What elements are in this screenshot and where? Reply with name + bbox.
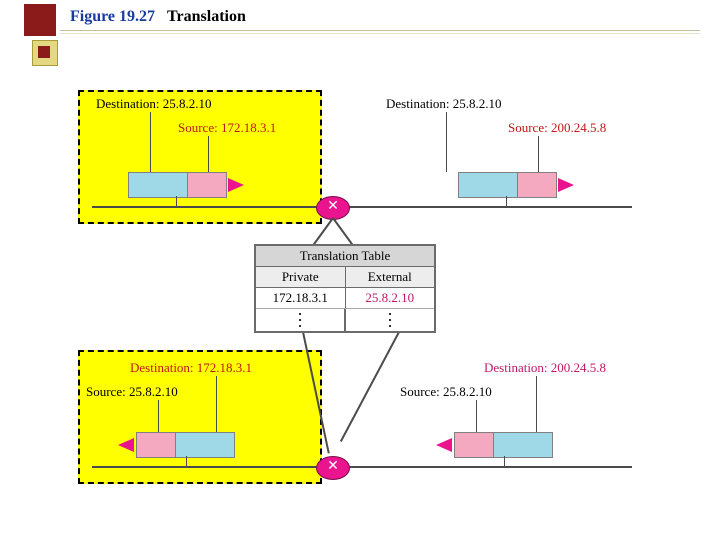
table-row-dots: ··· ···	[256, 309, 434, 331]
leader-tr-dest	[446, 112, 447, 172]
table-col-private: Private	[256, 267, 346, 287]
packet-stem-tl	[176, 196, 177, 206]
net-line-top	[92, 206, 632, 208]
src-label-bl: Source: 25.8.2.10	[86, 384, 178, 400]
packet-tl-src	[188, 172, 227, 198]
title-bullet-large	[24, 4, 56, 36]
conn-table-bottom-right	[340, 332, 400, 442]
packet-bl-dst	[175, 432, 235, 458]
packet-arrow-tr	[558, 178, 574, 192]
packet-arrow-br	[436, 438, 452, 452]
packet-stem-bl	[186, 456, 187, 466]
title-rule-2	[60, 33, 700, 34]
dest-label-tl: Destination: 25.8.2.10	[96, 96, 212, 112]
packet-tr-dst	[458, 172, 518, 198]
dest-label-br: Destination: 200.24.5.8	[484, 360, 606, 376]
title-bullet-inner	[38, 46, 50, 58]
table-col-external: External	[346, 267, 435, 287]
packet-tl-dst	[128, 172, 188, 198]
src-label-br: Source: 25.8.2.10	[400, 384, 492, 400]
packet-tl	[128, 172, 227, 198]
packet-br-src	[454, 432, 493, 458]
leader-tl-dest	[150, 112, 151, 172]
leader-bl-dest	[216, 376, 217, 432]
packet-br	[454, 432, 553, 458]
vdots-right: ···	[345, 309, 434, 331]
packet-bl	[136, 432, 235, 458]
packet-arrow-bl	[118, 438, 134, 452]
packet-stem-tr	[506, 196, 507, 206]
packet-tr	[458, 172, 557, 198]
figure-name: Translation	[167, 8, 246, 25]
table-cell-private: 172.18.3.1	[256, 288, 346, 308]
leader-br-dest	[536, 376, 537, 432]
dest-label-bl: Destination: 172.18.3.1	[130, 360, 252, 376]
router-bottom: ✕	[316, 456, 350, 480]
packet-arrow-tl	[228, 178, 244, 192]
translation-table: Translation Table Private External 172.1…	[254, 244, 436, 333]
leader-bl-src	[158, 400, 159, 432]
packet-stem-br	[504, 456, 505, 466]
leader-tl-src	[208, 136, 209, 172]
title-rule-1	[60, 30, 700, 31]
table-row: 172.18.3.1 25.8.2.10	[256, 288, 434, 309]
figure-number: Figure 19.27	[70, 8, 155, 25]
table-header: Private External	[256, 267, 434, 288]
packet-tr-src	[518, 172, 557, 198]
vdots-left: ···	[256, 309, 345, 331]
net-line-bottom	[92, 466, 632, 468]
src-label-tr: Source: 200.24.5.8	[508, 120, 606, 136]
leader-br-src	[476, 400, 477, 432]
figure-title: Figure 19.27 Translation	[70, 8, 246, 26]
src-label-tl: Source: 172.18.3.1	[178, 120, 276, 136]
table-title: Translation Table	[256, 246, 434, 267]
packet-br-dst	[493, 432, 553, 458]
dest-label-tr: Destination: 25.8.2.10	[386, 96, 502, 112]
table-cell-external: 25.8.2.10	[346, 288, 435, 308]
packet-bl-src	[136, 432, 175, 458]
leader-tr-src	[538, 136, 539, 172]
